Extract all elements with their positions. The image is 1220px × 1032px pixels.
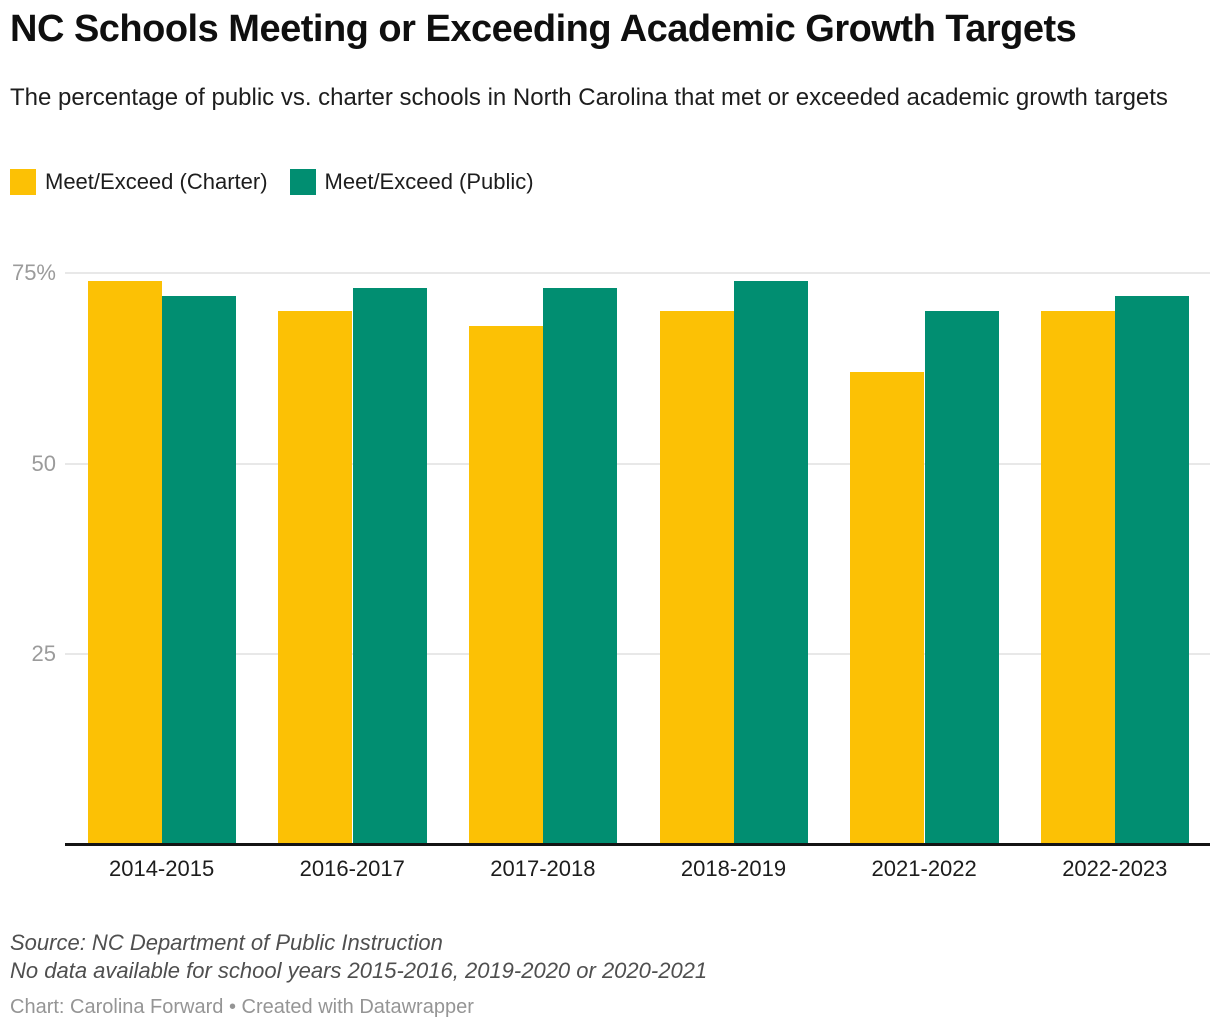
gridline-25 [65, 653, 1210, 656]
gridline-75 [65, 272, 1210, 274]
source-note-line1: Source: NC Department of Public Instruct… [10, 930, 443, 955]
bar-public-2018-2019[interactable] [734, 280, 809, 845]
y-axis-tick-label-75: 75% [11, 260, 56, 285]
x-axis-tick-label-2016-2017: 2016-2017 [299, 856, 405, 881]
x-axis-tick-label-2021-2022: 2021-2022 [871, 856, 977, 881]
legend-label: Meet/Exceed (Public) [324, 169, 534, 194]
bar-charter-2016-2017[interactable] [278, 311, 353, 845]
bar-charter-2017-2018[interactable] [468, 326, 543, 845]
y-axis-tick-label-50: 50 [31, 450, 56, 476]
legend-item-public: Meet/Exceed (Public) [289, 169, 534, 195]
bar-public-2016-2017[interactable] [352, 288, 427, 845]
bar-charter-2018-2019[interactable] [659, 311, 734, 845]
bar-public-2022-2023[interactable] [1115, 295, 1190, 845]
x-axis-baseline [65, 843, 1210, 846]
bar-public-2021-2022[interactable] [924, 311, 999, 845]
legend-swatch-icon [10, 169, 36, 195]
x-axis-tick-label-2017-2018: 2017-2018 [490, 856, 596, 881]
legend-item-charter: Meet/Exceed (Charter) [10, 169, 268, 195]
legend-swatch-icon [289, 169, 316, 195]
x-axis-tick-label-2014-2015: 2014-2015 [108, 856, 215, 881]
bar-public-2017-2018[interactable] [543, 288, 618, 845]
bar-public-2014-2015[interactable] [162, 295, 237, 845]
gridline-50 [65, 462, 1210, 465]
x-axis-tick-label-2018-2019: 2018-2019 [680, 856, 787, 881]
bar-charter-2014-2015[interactable] [87, 280, 162, 845]
bar-charter-2021-2022[interactable] [850, 372, 925, 845]
bar-chart: 25 50 75% 2014-2015 2016-2017 2017-2018 2018-2… [0, 245, 1220, 881]
bar-charter-2022-2023[interactable] [1040, 311, 1115, 845]
legend-label: Meet/Exceed (Charter) [45, 169, 268, 194]
page-title: NC Schools Meeting or Exceeding Academic… [10, 8, 1077, 50]
chart-legend: Meet/Exceed (Charter) Meet/Exceed (Public… [10, 169, 534, 195]
x-axis-tick-label-2022-2023: 2022-2023 [1062, 856, 1168, 881]
source-note-line2: No data available for school years 2015-… [10, 958, 708, 983]
chart-credit: Chart: Carolina Forward • Created with D… [10, 996, 474, 1018]
chart-subtitle: The percentage of public vs. charter sch… [10, 84, 1168, 111]
y-axis-tick-label-25: 25 [31, 641, 56, 667]
